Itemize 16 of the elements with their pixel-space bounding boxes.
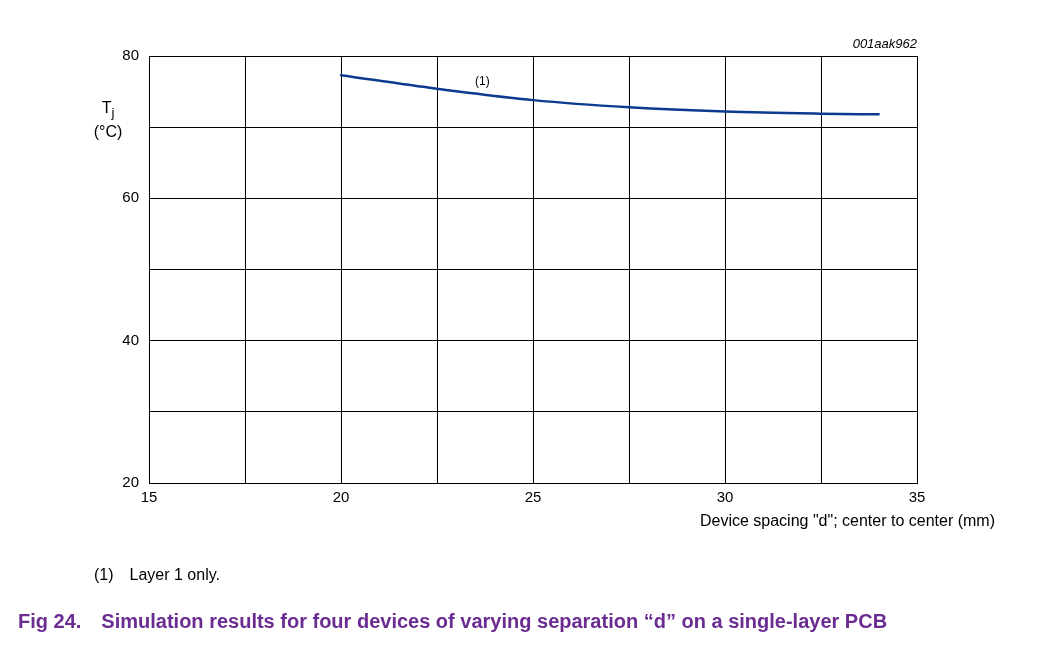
y-tick-label: 20: [122, 473, 139, 491]
text: 001aak962: [852, 36, 917, 51]
x-tick-label: 20: [332, 488, 350, 506]
annotation: (1): [475, 74, 490, 88]
x-tick-label: 25: [524, 488, 542, 506]
x-axis-title: Device spacing "d"; center to center (mm): [699, 512, 995, 530]
x-tick-label: 30: [716, 488, 734, 506]
x-tick-label: 35: [908, 488, 926, 506]
y-tick-label: 60: [122, 188, 139, 206]
text: (1) Layer 1 only.: [94, 566, 220, 584]
x-tick-label: 15: [140, 488, 158, 506]
text: Fig 24. Simulation results for four devices of varying separation “d” on a single-layer PCB: [18, 609, 889, 634]
y-tick-label: 40: [122, 330, 139, 348]
line-series: [339, 73, 880, 116]
y-tick-label: 80: [122, 46, 139, 64]
y-axis-title: T$_{j}$ (°C): [92, 98, 124, 142]
